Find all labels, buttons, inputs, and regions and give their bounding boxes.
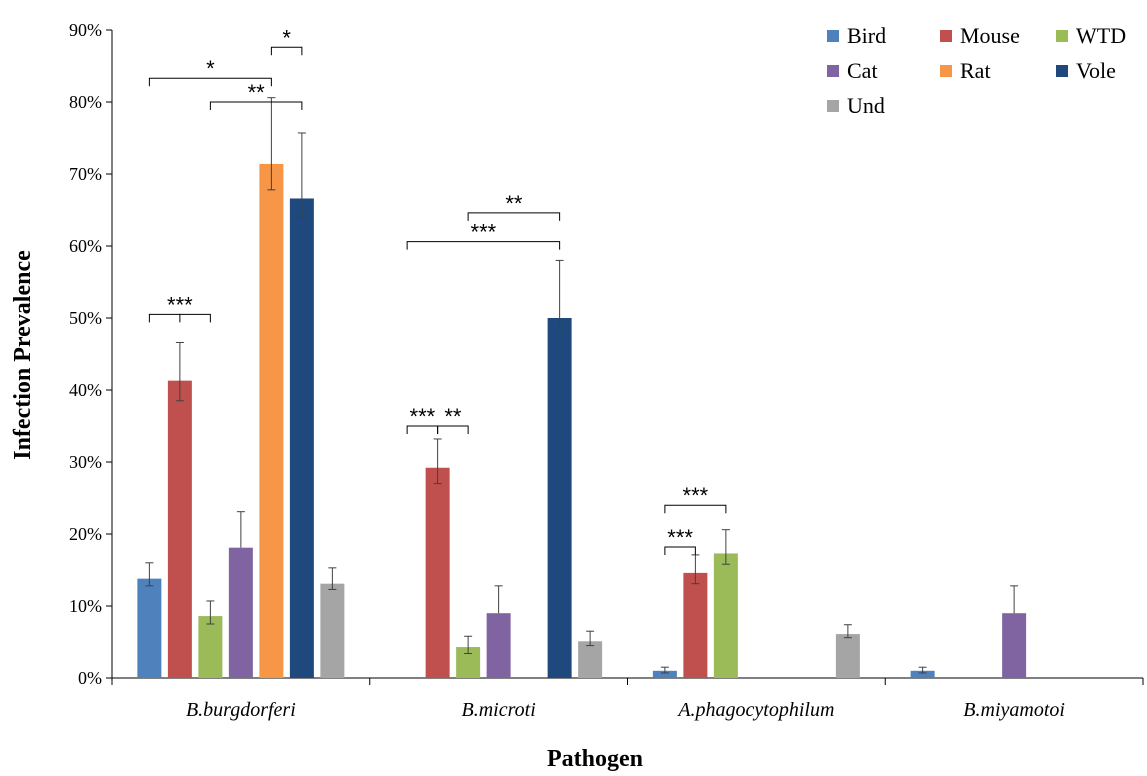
error-bar — [206, 600, 215, 625]
error-bar — [328, 567, 337, 590]
legend-item-bird: Bird — [827, 23, 886, 48]
bar-und — [835, 634, 860, 678]
significance-bracket: *** — [664, 525, 696, 555]
bars — [137, 163, 1027, 679]
error-bar — [145, 562, 154, 587]
legend-item-cat: Cat — [827, 58, 878, 83]
bar-vole — [547, 318, 572, 678]
error-bar — [843, 624, 852, 639]
legend-item-wtd: WTD — [1056, 23, 1126, 48]
svg-text:Mouse: Mouse — [960, 23, 1020, 48]
significance-label: * — [282, 25, 291, 50]
bar-mouse — [683, 572, 708, 678]
y-tick-label: 60% — [69, 236, 102, 256]
legend-item-mouse: Mouse — [940, 23, 1020, 48]
significance-brackets: *************** ******** — [148, 25, 727, 555]
error-bar — [433, 438, 442, 485]
y-axis: 0% 10% 20% 30% 40% 50% 60% 70% 80% 90% — [69, 20, 113, 688]
bar-mouse — [167, 380, 192, 678]
significance-label: *** — [667, 525, 693, 550]
category-label: B.miyamotoi — [963, 699, 1065, 721]
significance-label: ** — [248, 80, 266, 105]
y-tick-label: 40% — [69, 380, 102, 400]
bar-bird — [910, 670, 935, 678]
category-label: A.phagocytophilum — [676, 699, 834, 721]
y-tick-label: 90% — [69, 20, 102, 40]
legend-item-rat: Rat — [940, 58, 991, 83]
significance-bracket: *** — [406, 220, 561, 250]
error-bar — [175, 341, 184, 402]
significance-bracket: *** — [406, 404, 439, 434]
error-bar — [267, 97, 276, 191]
svg-text:Vole: Vole — [1076, 58, 1116, 83]
error-bar — [586, 630, 595, 647]
bar-cat — [228, 547, 253, 678]
significance-label: *** — [683, 483, 709, 508]
legend-item-vole: Vole — [1056, 58, 1116, 83]
significance-bracket: *** — [664, 483, 727, 514]
significance-label: *** — [410, 404, 436, 429]
error-bar — [660, 666, 669, 674]
significance-bracket: * — [148, 56, 272, 87]
significance-label: *** — [167, 292, 193, 317]
category-label: B.microti — [462, 699, 536, 721]
error-bar — [555, 259, 564, 331]
y-tick-label: 50% — [69, 308, 102, 328]
significance-bracket: ** — [209, 80, 303, 110]
significance-label: * — [206, 56, 215, 81]
error-bar — [464, 635, 473, 655]
x-axis: B.burgdorferi B.microti A.phagocytophilum B… — [111, 677, 1144, 721]
svg-text:Und: Und — [847, 93, 885, 118]
legend-item-und: Und — [827, 93, 885, 118]
bar-cat — [1002, 613, 1027, 678]
significance-label: ** — [444, 404, 462, 429]
bar-und — [320, 583, 345, 678]
bar-bird — [652, 670, 677, 678]
svg-text:WTD: WTD — [1076, 23, 1126, 48]
bar-mouse — [425, 467, 450, 678]
y-tick-label: 80% — [69, 92, 102, 112]
bar-wtd — [713, 553, 738, 678]
bar-bird — [137, 578, 162, 678]
significance-bracket: ** — [467, 191, 561, 221]
bar-und — [578, 641, 603, 678]
error-bar — [1010, 585, 1019, 614]
y-tick-label: 30% — [69, 452, 102, 472]
svg-text:Rat: Rat — [960, 58, 991, 83]
significance-label: ** — [505, 191, 523, 216]
y-axis-title: Infection Prevalence — [10, 250, 36, 460]
error-bar — [721, 529, 730, 565]
significance-bracket: ** — [437, 404, 469, 434]
error-bars — [145, 97, 1019, 674]
svg-text:Bird: Bird — [847, 23, 886, 48]
bar-vole — [289, 198, 314, 679]
error-bar — [918, 666, 927, 674]
y-tick-label: 0% — [78, 668, 102, 688]
bar-cat — [486, 613, 511, 678]
significance-bracket: * — [270, 25, 303, 56]
svg-text:Cat: Cat — [847, 58, 878, 83]
bar-rat — [259, 163, 284, 679]
significance-bracket: *** — [148, 292, 211, 323]
error-bar — [297, 132, 306, 218]
category-label: B.burgdorferi — [186, 699, 296, 721]
error-bar — [494, 585, 503, 614]
y-tick-label: 10% — [69, 596, 102, 616]
significance-label: *** — [471, 220, 497, 245]
bar-wtd — [198, 616, 223, 678]
legend: Bird Mouse WTD Cat Rat Vole Und — [827, 23, 1126, 118]
y-tick-label: 70% — [69, 164, 102, 184]
y-tick-label: 20% — [69, 524, 102, 544]
x-axis-title: Pathogen — [547, 746, 643, 772]
error-bar — [236, 511, 245, 548]
